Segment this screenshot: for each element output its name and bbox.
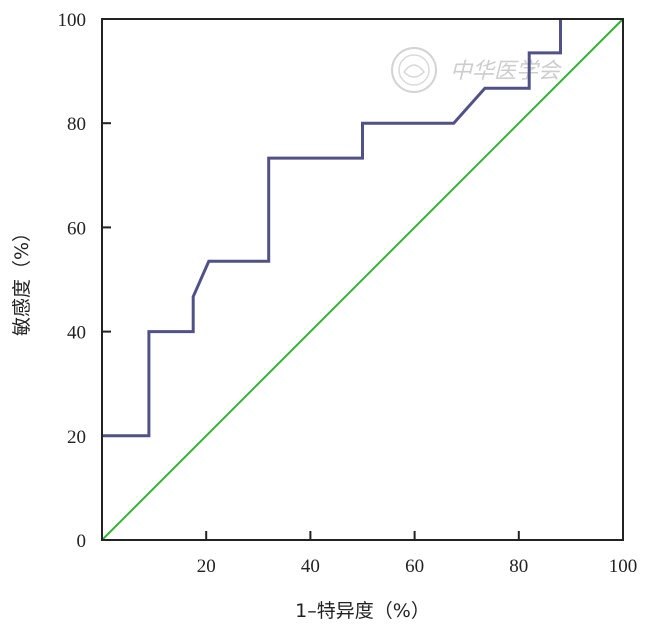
y-tick-label: 0 bbox=[77, 531, 87, 552]
plot-frame bbox=[101, 18, 624, 541]
x-axis-title: 1–特异度（%） bbox=[295, 600, 430, 622]
y-axis-title: 敏感度（%） bbox=[11, 223, 33, 336]
x-tick-label: 80 bbox=[509, 556, 528, 577]
seal-icon bbox=[391, 47, 437, 93]
roc-curve-line bbox=[102, 19, 562, 438]
y-tick-label: 20 bbox=[67, 427, 86, 448]
x-tick-label: 20 bbox=[197, 556, 216, 577]
reference-diagonal-line bbox=[101, 18, 624, 541]
x-tick-label: 100 bbox=[609, 556, 638, 577]
series-layer bbox=[101, 18, 624, 541]
x-tick-label: 40 bbox=[301, 556, 320, 577]
x-tick-label: 60 bbox=[405, 556, 424, 577]
y-tick-label: 100 bbox=[58, 10, 87, 31]
x-tick-labels: 20 40 60 80 100 bbox=[197, 556, 638, 577]
y-tick-label: 80 bbox=[67, 114, 86, 135]
watermark-text: 中华医学会 bbox=[450, 59, 562, 84]
watermark: 中华医学会 bbox=[391, 47, 562, 93]
y-tick-labels: 0 20 40 60 80 100 bbox=[58, 10, 87, 552]
y-tick-label: 40 bbox=[67, 323, 86, 344]
y-tick-label: 60 bbox=[67, 218, 86, 239]
